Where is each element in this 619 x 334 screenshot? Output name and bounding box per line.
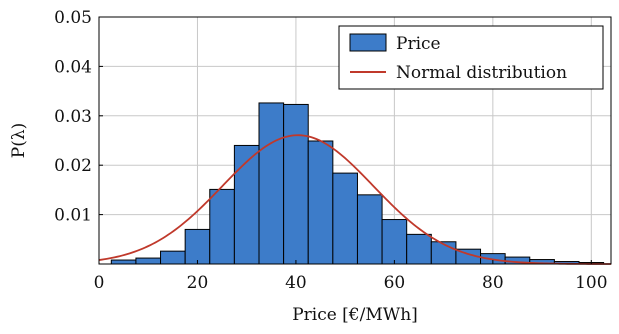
- x-tick-label: 80: [482, 273, 504, 293]
- histogram-bar: [332, 172, 358, 265]
- histogram-bar: [209, 188, 235, 265]
- y-tick-label: 0.05: [54, 8, 92, 28]
- x-axis-label: Price [€/MWh]: [292, 305, 418, 325]
- histogram-bar: [110, 259, 137, 265]
- histogram-bar: [381, 219, 408, 265]
- x-tick-label: 100: [575, 273, 607, 293]
- histogram-bar: [406, 233, 432, 265]
- x-tick-label: 20: [187, 273, 209, 293]
- plot-frame: [98, 16, 612, 265]
- histogram-bar: [160, 250, 186, 265]
- legend-label-normal-distribution: Normal distribution: [396, 63, 567, 83]
- x-tick-label: 60: [384, 273, 406, 293]
- y-tick-label: 0.04: [54, 57, 92, 77]
- histogram-bar: [184, 228, 211, 265]
- x-tick-label: 40: [285, 273, 307, 293]
- chart-legend: Price Normal distribution: [338, 25, 604, 90]
- x-axis-ticks: 0 20 40 60 80 100: [94, 260, 608, 293]
- x-tick-label: 0: [94, 273, 105, 293]
- histogram-bar: [307, 140, 334, 265]
- histogram-bar: [135, 257, 162, 265]
- histogram-bar: [233, 144, 260, 265]
- histogram-bar: [356, 194, 383, 265]
- legend-label-price: Price: [396, 34, 441, 54]
- normal-curve-layer: [98, 134, 612, 265]
- histogram-bar: [283, 103, 309, 265]
- y-axis-label: P(λ): [9, 123, 29, 158]
- histogram-bars: [110, 102, 605, 265]
- y-tick-label: 0.01: [54, 206, 92, 226]
- normal-distribution-curve: [98, 134, 612, 265]
- legend-swatch-price: [349, 33, 387, 52]
- y-tick-label: 0.02: [54, 156, 92, 176]
- y-tick-label: 0.03: [54, 107, 92, 127]
- histogram-bar: [258, 102, 285, 265]
- y-axis-ticks: 0.01 0.02 0.03 0.04 0.05: [54, 8, 103, 226]
